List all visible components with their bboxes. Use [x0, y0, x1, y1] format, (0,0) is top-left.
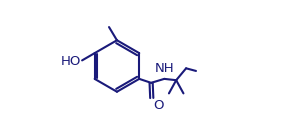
Text: NH: NH — [155, 62, 175, 75]
Text: HO: HO — [61, 55, 82, 68]
Text: O: O — [154, 99, 164, 112]
